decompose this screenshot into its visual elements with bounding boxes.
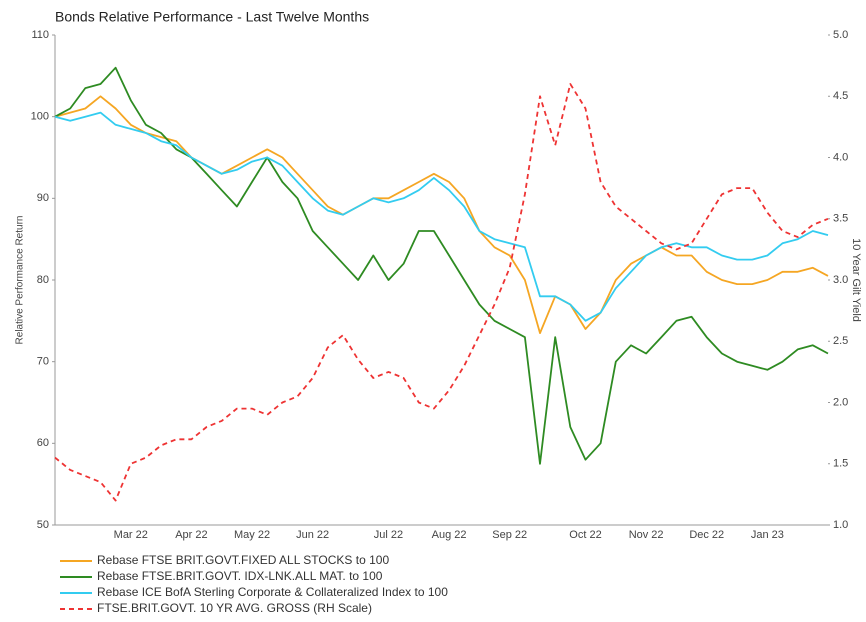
x-tick-label: Jan 23 <box>751 529 784 541</box>
series-line <box>54 111 829 322</box>
series-line <box>54 95 829 334</box>
x-tick-label: Mar 22 <box>114 529 148 541</box>
y2-tick-label: 3.5 <box>833 213 848 225</box>
legend-label: Rebase FTSE BRIT.GOVT.FIXED ALL STOCKS t… <box>97 553 389 567</box>
y-tick-label: 50 <box>37 519 49 531</box>
y2-tick-label: 4.0 <box>833 151 848 163</box>
y-tick-label: 100 <box>31 111 49 123</box>
y2-tick-label: 2.0 <box>833 396 848 408</box>
y-tick-label: 80 <box>37 274 49 286</box>
y2-tick-label: 1.5 <box>833 458 848 470</box>
y2-tick-label: 5.0 <box>833 29 848 41</box>
y2-axis-label: 10 Year Gilt Yield <box>850 238 862 322</box>
x-tick-label: Sep 22 <box>492 529 527 541</box>
y-tick-label: 70 <box>37 356 49 368</box>
y2-tick-label: 2.5 <box>833 335 848 347</box>
chart-title: Bonds Relative Performance - Last Twelve… <box>55 9 369 25</box>
series-line <box>54 83 829 502</box>
series-line <box>54 66 829 465</box>
y-tick-label: 60 <box>37 437 49 449</box>
y-tick-label: 110 <box>31 29 49 41</box>
y2-tick-label: 1.0 <box>833 519 848 531</box>
y2-tick-label: 3.0 <box>833 274 848 286</box>
x-tick-label: Nov 22 <box>629 529 664 541</box>
y-tick-label: 90 <box>37 192 49 204</box>
y-axis-label: Relative Performance Return <box>15 216 26 345</box>
x-tick-label: Dec 22 <box>689 529 724 541</box>
x-tick-label: Aug 22 <box>432 529 467 541</box>
x-tick-label: May 22 <box>234 529 270 541</box>
legend-label: Rebase ICE BofA Sterling Corporate & Col… <box>97 585 448 599</box>
legend-label: Rebase FTSE.BRIT.GOVT. IDX-LNK.ALL MAT. … <box>97 569 383 583</box>
x-tick-label: Jul 22 <box>374 529 403 541</box>
x-tick-label: Apr 22 <box>175 529 207 541</box>
x-tick-label: Jun 22 <box>296 529 329 541</box>
y2-tick-label: 4.5 <box>833 90 848 102</box>
legend-label: FTSE.BRIT.GOVT. 10 YR AVG. GROSS (RH Sca… <box>97 601 372 615</box>
x-tick-label: Oct 22 <box>569 529 601 541</box>
